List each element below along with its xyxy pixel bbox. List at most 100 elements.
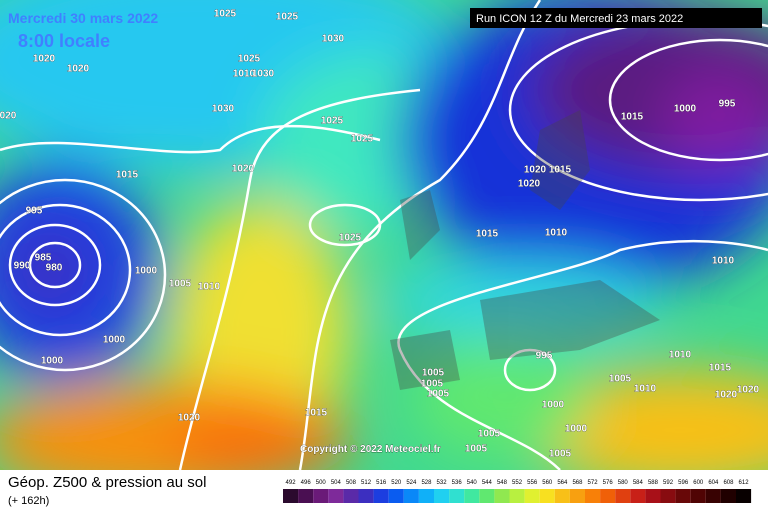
isobar-label: 1015 — [549, 165, 572, 176]
colorbar-label: 592 — [663, 480, 674, 486]
isobar-label: 1020 — [518, 179, 541, 190]
isobar-label: 1005 — [169, 279, 192, 290]
colorbar-swatch — [509, 489, 525, 503]
colorbar-swatch — [645, 489, 661, 503]
colorbar-label: 496 — [301, 480, 312, 486]
isobar-label: 1005 — [609, 374, 632, 385]
isobar-label: 1000 — [103, 335, 126, 346]
colorbar-label: 596 — [678, 480, 689, 486]
colorbar-label: 560 — [542, 480, 553, 486]
colorbar-label: 500 — [316, 480, 327, 486]
colorbar-label: 580 — [618, 480, 629, 486]
colorbar-swatch — [343, 489, 359, 503]
colorbar-label: 600 — [693, 480, 704, 486]
colorbar-label: 544 — [482, 480, 493, 486]
colorbar-swatch — [388, 489, 404, 503]
colorbar: 492 496 500 504 508 512 516 520 524 528 532 536 540 5… — [283, 480, 752, 503]
isobar-label: 1015 — [116, 170, 139, 181]
colorbar-swatch — [524, 489, 540, 503]
colorbar-label: 512 — [361, 480, 372, 486]
colorbar-label: 504 — [331, 480, 342, 486]
colorbar-swatch — [569, 489, 585, 503]
isobar-label: 1015 — [709, 363, 732, 374]
isobar-label: 1000 — [542, 400, 565, 411]
colorbar-swatch — [585, 489, 601, 503]
isobar-label: 985 — [35, 253, 52, 264]
colorbar-swatch — [283, 489, 299, 503]
colorbar-swatch — [418, 489, 434, 503]
isobar-label: 1025 — [238, 54, 261, 65]
isobar-label: 1005 — [549, 449, 572, 460]
colorbar-label: 532 — [437, 480, 448, 486]
isobar-label: 1000 — [41, 356, 64, 367]
colorbar-swatch — [554, 489, 570, 503]
colorbar-label: 608 — [723, 480, 734, 486]
isobar-label: 1005 — [422, 368, 445, 379]
isobar-label: 1015 — [476, 229, 499, 240]
colorbar-swatch — [449, 489, 465, 503]
isobar-label: 1020 — [524, 165, 547, 176]
colorbar-label: 520 — [391, 480, 402, 486]
isobar-label: 990 — [14, 261, 31, 272]
colorbar-label: 540 — [467, 480, 478, 486]
colorbar-label: 576 — [603, 480, 614, 486]
colorbar-swatch — [373, 489, 389, 503]
colorbar-label: 516 — [376, 480, 387, 486]
colorbar-swatch — [494, 489, 510, 503]
isobar-label: 1005 — [427, 389, 450, 400]
isobar-label: 1010 — [634, 384, 657, 395]
isobar-label: 995 — [26, 206, 43, 217]
run-info: Run ICON 12 Z du Mercredi 23 mars 2022 — [476, 13, 683, 25]
isobar-label: 1000 — [135, 266, 158, 277]
colorbar-swatch — [328, 489, 344, 503]
run-box — [470, 8, 762, 28]
colorbar-label: 588 — [648, 480, 659, 486]
isobar-label: 020 — [0, 111, 17, 122]
colorbar-swatch — [705, 489, 721, 503]
isobar-label: 1000 — [674, 104, 697, 115]
isobar-label: 1010 — [545, 228, 568, 239]
colorbar-swatch — [434, 489, 450, 503]
isobar-label: 1020 — [178, 413, 201, 424]
copyright: Copyright © 2022 Meteociel.fr — [300, 444, 441, 455]
colorbar-label: 528 — [421, 480, 432, 486]
colorbar-swatch — [615, 489, 631, 503]
isobar-label: 1025 — [321, 116, 344, 127]
isobar-label: 1010 — [198, 282, 221, 293]
colorbar-swatch — [660, 489, 676, 503]
colorbar-label: 604 — [708, 480, 719, 486]
isobar-label: 1025 — [276, 12, 299, 23]
isobar-label: 1025 — [339, 233, 362, 244]
isobar-label: 1030 — [252, 69, 275, 80]
isobar-label: 1025 — [351, 134, 374, 145]
isobar-label: 1020 — [737, 385, 760, 396]
isobar-label: 1030 — [212, 104, 235, 115]
colorbar-label: 508 — [346, 480, 357, 486]
isobar-label: 1030 — [322, 34, 345, 45]
colorbar-label: 556 — [527, 480, 538, 486]
colorbar-swatch — [313, 489, 329, 503]
colorbar-label: 568 — [572, 480, 583, 486]
colorbar-swatch — [298, 489, 314, 503]
isobar-label: 1010 — [233, 69, 256, 80]
isobar-label: 1020 — [67, 64, 90, 75]
colorbar-label: 584 — [633, 480, 644, 486]
colorbar-swatch — [675, 489, 691, 503]
isobar-label: 1020 — [33, 54, 56, 65]
colorbar-swatch — [464, 489, 480, 503]
footer-lead: (+ 162h) — [8, 495, 49, 507]
colorbar-swatch — [720, 489, 736, 503]
isobar-label: 1000 — [565, 424, 588, 435]
land — [390, 110, 660, 390]
colorbar-swatch — [403, 489, 419, 503]
colorbar-swatch — [690, 489, 706, 503]
map-time: 8:00 locale — [18, 31, 110, 51]
colorbar-label: 572 — [588, 480, 599, 486]
colorbar-label: 548 — [497, 480, 508, 486]
colorbar-label: 612 — [739, 480, 750, 486]
colorbar-label: 524 — [406, 480, 417, 486]
isobar-label: 1020 — [715, 390, 738, 401]
colorbar-swatch — [358, 489, 374, 503]
